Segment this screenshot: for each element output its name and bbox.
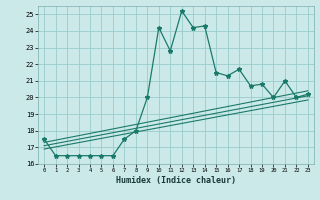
X-axis label: Humidex (Indice chaleur): Humidex (Indice chaleur) xyxy=(116,176,236,185)
